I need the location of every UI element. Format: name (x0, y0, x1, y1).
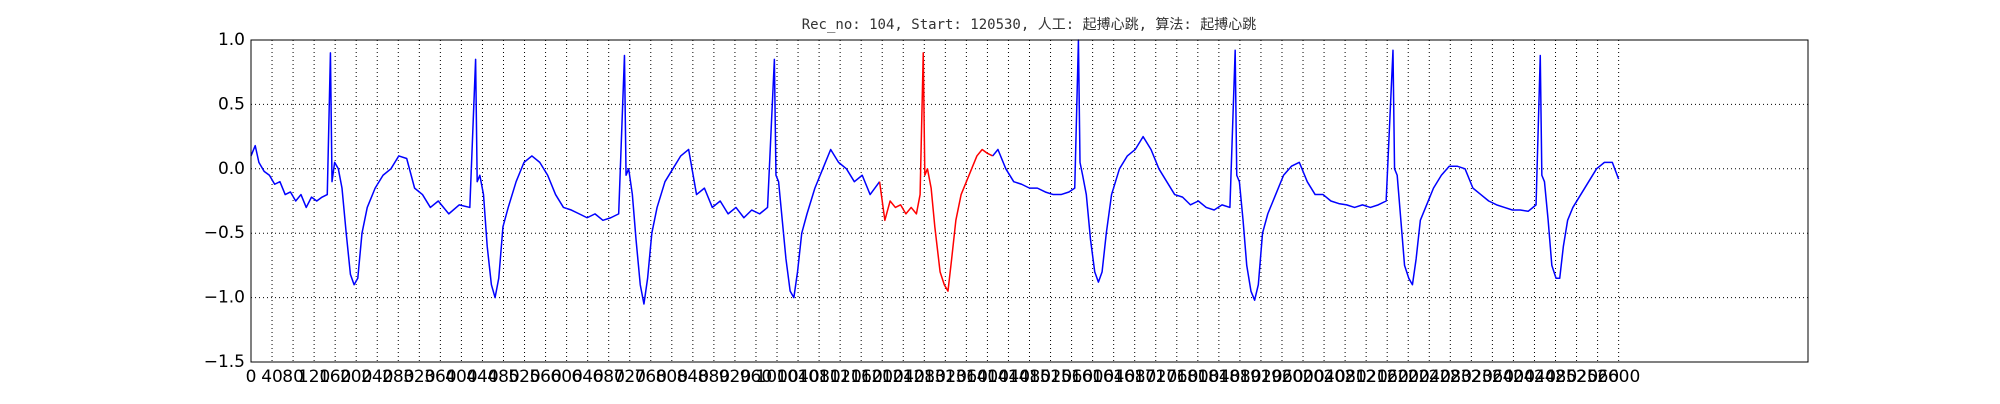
x-tick-label: 520 (508, 367, 540, 387)
x-tick-label: 440 (466, 367, 498, 387)
y-tick-label: −1.0 (204, 288, 245, 308)
x-tick-label: 2280 (1429, 367, 1472, 387)
x-tick-label: 1880 (1218, 367, 1261, 387)
x-tick-label: 560 (529, 367, 561, 387)
x-tick-label: 1280 (903, 367, 946, 387)
x-tick-label: 480 (487, 367, 519, 387)
x-tick-label: 2240 (1408, 367, 1451, 387)
x-tick-label: 1400 (966, 367, 1009, 387)
x-tick-label: 0 (246, 367, 257, 387)
x-tick-label: 880 (698, 367, 730, 387)
x-tick-label: 2080 (1323, 367, 1366, 387)
x-tick-label: 1840 (1197, 367, 1240, 387)
x-tick-label: 1200 (861, 367, 904, 387)
x-tick-label: 160 (319, 367, 351, 387)
x-tick-label: 1440 (987, 367, 1030, 387)
x-tick-label: 1560 (1050, 367, 1093, 387)
x-tick-label: 1360 (945, 367, 988, 387)
y-tick-label: 0.0 (218, 159, 245, 179)
x-tick-label: 960 (740, 367, 772, 387)
y-tick-label: −1.5 (204, 352, 245, 372)
signal-line (878, 52, 994, 292)
x-tick-label: 400 (445, 367, 477, 387)
x-tick-label: 760 (635, 367, 667, 387)
x-tick-label: 40 (261, 367, 283, 387)
x-tick-label: 1160 (840, 367, 883, 387)
x-tick-label: 2200 (1387, 367, 1430, 387)
x-tick-label: 840 (677, 367, 709, 387)
x-tick-label: 360 (424, 367, 456, 387)
x-tick-label: 2320 (1450, 367, 1493, 387)
x-tick-label: 1960 (1260, 367, 1303, 387)
x-tick-label: 280 (382, 367, 414, 387)
x-tick-label: 1320 (924, 367, 967, 387)
x-tick-label: 1120 (819, 367, 862, 387)
x-tick-label: 120 (298, 367, 330, 387)
x-tick-label: 240 (361, 367, 393, 387)
x-tick-label: 1720 (1134, 367, 1177, 387)
y-tick-label: −0.5 (204, 223, 245, 243)
x-tick-label: 600 (550, 367, 582, 387)
x-tick-label: 320 (403, 367, 435, 387)
x-tick-label: 2160 (1366, 367, 1409, 387)
x-tick-label: 640 (571, 367, 603, 387)
x-tick-label: 2360 (1471, 367, 1514, 387)
x-tick-label: 800 (656, 367, 688, 387)
signal-line (992, 39, 1620, 301)
x-tick-label: 1480 (1008, 367, 1051, 387)
x-tick-label: 2520 (1555, 367, 1598, 387)
y-tick-label: 0.5 (218, 94, 245, 114)
x-tick-label: 2400 (1492, 367, 1535, 387)
x-tick-label: 1600 (1071, 367, 1114, 387)
x-tick-label: 80 (282, 367, 304, 387)
x-tick-label: 2480 (1534, 367, 1577, 387)
x-tick-label: 1520 (1029, 367, 1072, 387)
x-tick-label: 1000 (755, 367, 798, 387)
x-tick-label: 1640 (1092, 367, 1135, 387)
x-tick-label: 680 (592, 367, 624, 387)
x-tick-label: 1680 (1113, 367, 1156, 387)
x-tick-label: 1920 (1239, 367, 1282, 387)
x-tick-label: 920 (719, 367, 751, 387)
plot-frame (250, 39, 1809, 363)
x-tick-label: 1240 (882, 367, 925, 387)
x-tick-label: 200 (340, 367, 372, 387)
x-tick-label: 2120 (1345, 367, 1388, 387)
x-tick-label: 1800 (1176, 367, 1219, 387)
signal-line (250, 52, 881, 305)
x-tick-label: 1080 (797, 367, 840, 387)
x-tick-label: 1040 (776, 367, 819, 387)
chart-title: Rec_no: 104, Start: 120530, 人工: 起搏心跳, 算法… (802, 16, 1257, 33)
x-tick-label: 2560 (1576, 367, 1619, 387)
x-tick-label: 2000 (1281, 367, 1324, 387)
x-tick-label: 2440 (1513, 367, 1556, 387)
x-tick-label: 1760 (1155, 367, 1198, 387)
x-tick-label: 2040 (1302, 367, 1345, 387)
x-tick-label: 2600 (1597, 367, 1640, 387)
x-tick-label: 720 (614, 367, 646, 387)
y-tick-label: 1.0 (218, 30, 245, 50)
